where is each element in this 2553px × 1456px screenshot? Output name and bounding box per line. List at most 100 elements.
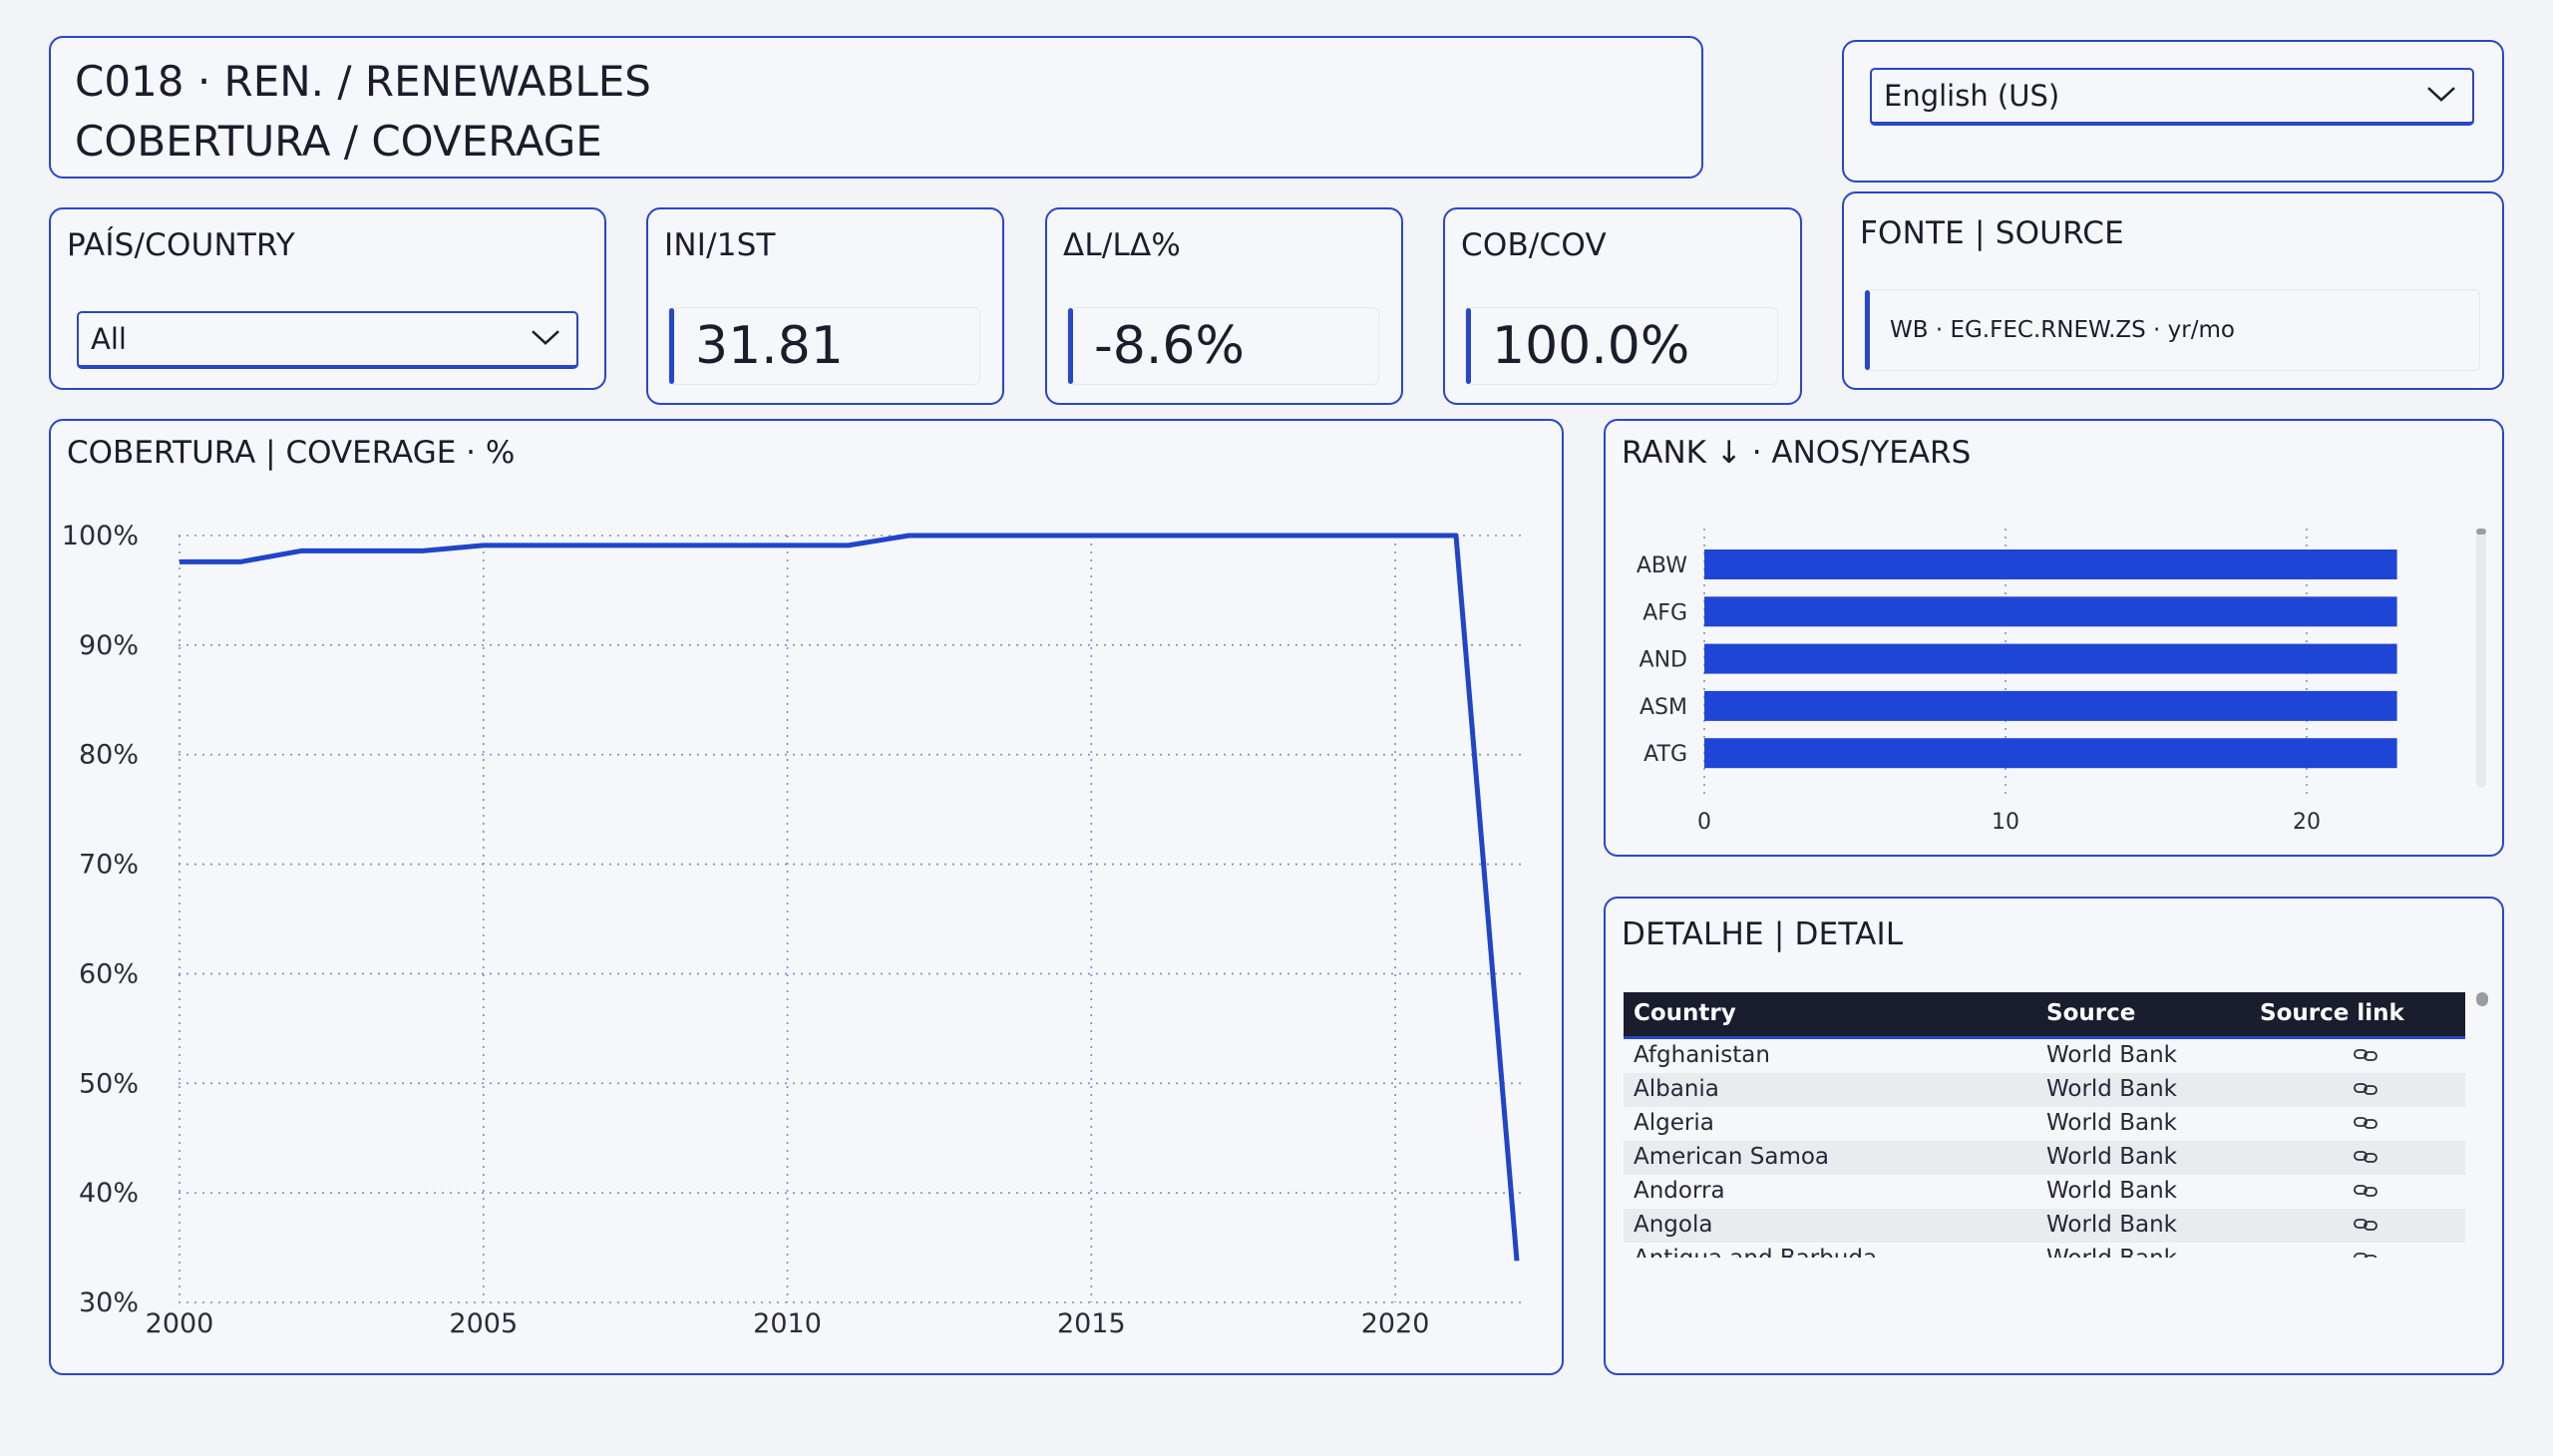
link-icon[interactable] [2353, 1078, 2378, 1104]
y-tick-label: 80% [79, 740, 139, 771]
chart-title: COBERTURA | COVERAGE · % [67, 435, 515, 471]
kpi-first-card: INI/1ST 31.81 [646, 207, 1004, 405]
link-icon[interactable] [2353, 1112, 2378, 1138]
category-label: ABW [1637, 553, 1687, 578]
rank-chart-card: RANK ↓ · ANOS/YEARS 0 10 20 ABW AFG AND ASM ATG [1604, 419, 2504, 857]
y-tick-label: 60% [79, 958, 139, 989]
detail-table-card: DETALHE | DETAIL Country Source Source l… [1604, 897, 2504, 1375]
source-box: WB · EG.FEC.RNEW.ZS · yr/mo [1864, 289, 2480, 371]
source-text: WB · EG.FEC.RNEW.ZS · yr/mo [1890, 317, 2235, 343]
kpi-first-box: 31.81 [668, 307, 980, 385]
cell-country: Afghanistan [1634, 1042, 1770, 1068]
bar-afg [1704, 596, 2397, 627]
series-line [180, 533, 1520, 1262]
cell-country: Algeria [1634, 1110, 1714, 1136]
table-row[interactable]: Antigua and Barbuda World Bank [1624, 1243, 2465, 1258]
cell-source: World Bank [2046, 1212, 2177, 1238]
y-tick-label: 50% [79, 1068, 139, 1099]
table-row[interactable]: Algeria World Bank [1624, 1107, 2465, 1141]
chevron-down-icon [2427, 87, 2455, 102]
cell-source: World Bank [2046, 1042, 2177, 1068]
table-row[interactable]: Andorra World Bank [1624, 1175, 2465, 1209]
rank-bar-chart: RANK ↓ · ANOS/YEARS 0 10 20 ABW AFG AND ASM ATG [1622, 435, 2397, 835]
report-title-line1: C018 · REN. / RENEWABLES [75, 57, 651, 106]
bar-abw [1704, 549, 2397, 579]
source-title: FONTE | SOURCE [1860, 215, 2124, 251]
detail-title: DETALHE | DETAIL [1622, 916, 1904, 952]
y-tick-label: 100% [62, 521, 139, 551]
column-header-country[interactable]: Country [1634, 1000, 1736, 1026]
cell-country: American Samoa [1634, 1144, 1830, 1170]
kpi-first-value: 31.81 [695, 316, 844, 376]
coverage-chart-card: COBERTURA | COVERAGE · % 30% 40% 50% 60% 70%… [49, 419, 1564, 1375]
kpi-coverage-card: COB/COV 100.0% [1443, 207, 1802, 405]
link-icon[interactable] [2353, 1180, 2378, 1206]
x-tick-label: 2010 [753, 1308, 822, 1339]
link-icon[interactable] [2353, 1248, 2378, 1258]
x-tick-label: 2000 [146, 1308, 214, 1339]
y-tick-label: 40% [79, 1178, 139, 1209]
y-tick-label: 30% [79, 1287, 139, 1318]
bar-and [1704, 643, 2397, 674]
x-tick-label: 0 [1697, 810, 1711, 835]
table-header: Country Source Source link [1624, 992, 2465, 1039]
cell-country: Antigua and Barbuda [1634, 1246, 1877, 1258]
country-dropdown[interactable]: All [77, 311, 578, 369]
scrollbar-thumb[interactable] [2476, 992, 2488, 1006]
language-dropdown-value: English (US) [1884, 79, 2060, 113]
cell-source: World Bank [2046, 1178, 2177, 1204]
table-row[interactable]: American Samoa World Bank [1624, 1141, 2465, 1175]
report-title: C018 · REN. / RENEWABLES COBERTURA / COV… [75, 52, 651, 172]
link-icon[interactable] [2353, 1146, 2378, 1172]
table-row[interactable]: Angola World Bank [1624, 1209, 2465, 1243]
cell-source: World Bank [2046, 1144, 2177, 1170]
cell-source: World Bank [2046, 1110, 2177, 1136]
scrollbar-thumb[interactable] [2476, 529, 2486, 535]
bar-atg [1704, 738, 2397, 769]
rank-chart-scrollbar[interactable] [2476, 529, 2486, 788]
x-tick-label: 20 [2293, 810, 2321, 835]
x-tick-label: 2020 [1361, 1308, 1430, 1339]
column-header-source[interactable]: Source [2046, 1000, 2136, 1026]
detail-table: Country Source Source link Afghanistan Wo… [1624, 992, 2465, 1258]
y-tick-label: 90% [79, 630, 139, 661]
coverage-line-chart: COBERTURA | COVERAGE · % 30% 40% 50% 60% 70%… [62, 435, 1527, 1339]
y-tick-label: 70% [79, 850, 139, 881]
kpi-coverage-box: 100.0% [1465, 307, 1778, 385]
kpi-coverage-title: COB/COV [1461, 227, 1607, 263]
link-icon[interactable] [2353, 1214, 2378, 1240]
category-label: AFG [1642, 600, 1687, 625]
cell-source: World Bank [2046, 1076, 2177, 1102]
cell-country: Angola [1634, 1212, 1713, 1238]
kpi-delta-title: ΔL/LΔ% [1063, 227, 1182, 263]
cell-country: Albania [1634, 1076, 1719, 1102]
kpi-coverage-value: 100.0% [1492, 316, 1690, 376]
kpi-delta-box: -8.6% [1067, 307, 1379, 385]
country-dropdown-value: All [91, 322, 127, 356]
country-filter-title: PAÍS/COUNTRY [67, 227, 295, 263]
report-title-line2: COBERTURA / COVERAGE [75, 117, 602, 166]
kpi-delta-value: -8.6% [1094, 316, 1245, 376]
category-label: ATG [1643, 742, 1687, 767]
x-tick-label: 2005 [449, 1308, 518, 1339]
table-scrollbar[interactable] [2476, 992, 2488, 1258]
kpi-first-title: INI/1ST [664, 227, 776, 263]
column-header-source-link[interactable]: Source link [2260, 1000, 2404, 1026]
table-body: Afghanistan World Bank Albania World Bank Al… [1624, 1039, 2465, 1258]
category-label: ASM [1640, 695, 1687, 720]
kpi-accent-bar [1466, 308, 1471, 384]
language-card: English (US) [1842, 40, 2504, 182]
table-row[interactable]: Afghanistan World Bank [1624, 1039, 2465, 1073]
chart-title: RANK ↓ · ANOS/YEARS [1622, 435, 1971, 471]
kpi-accent-bar [1068, 308, 1073, 384]
category-label: AND [1640, 648, 1687, 673]
x-tick-label: 2015 [1057, 1308, 1126, 1339]
bar-asm [1704, 690, 2397, 721]
table-row[interactable]: Albania World Bank [1624, 1073, 2465, 1107]
country-filter-card: PAÍS/COUNTRY All [49, 207, 606, 390]
source-card: FONTE | SOURCE WB · EG.FEC.RNEW.ZS · yr/… [1842, 191, 2504, 390]
link-icon[interactable] [2353, 1044, 2378, 1070]
language-dropdown[interactable]: English (US) [1870, 68, 2474, 126]
kpi-accent-bar [669, 308, 674, 384]
cell-country: Andorra [1634, 1178, 1725, 1204]
